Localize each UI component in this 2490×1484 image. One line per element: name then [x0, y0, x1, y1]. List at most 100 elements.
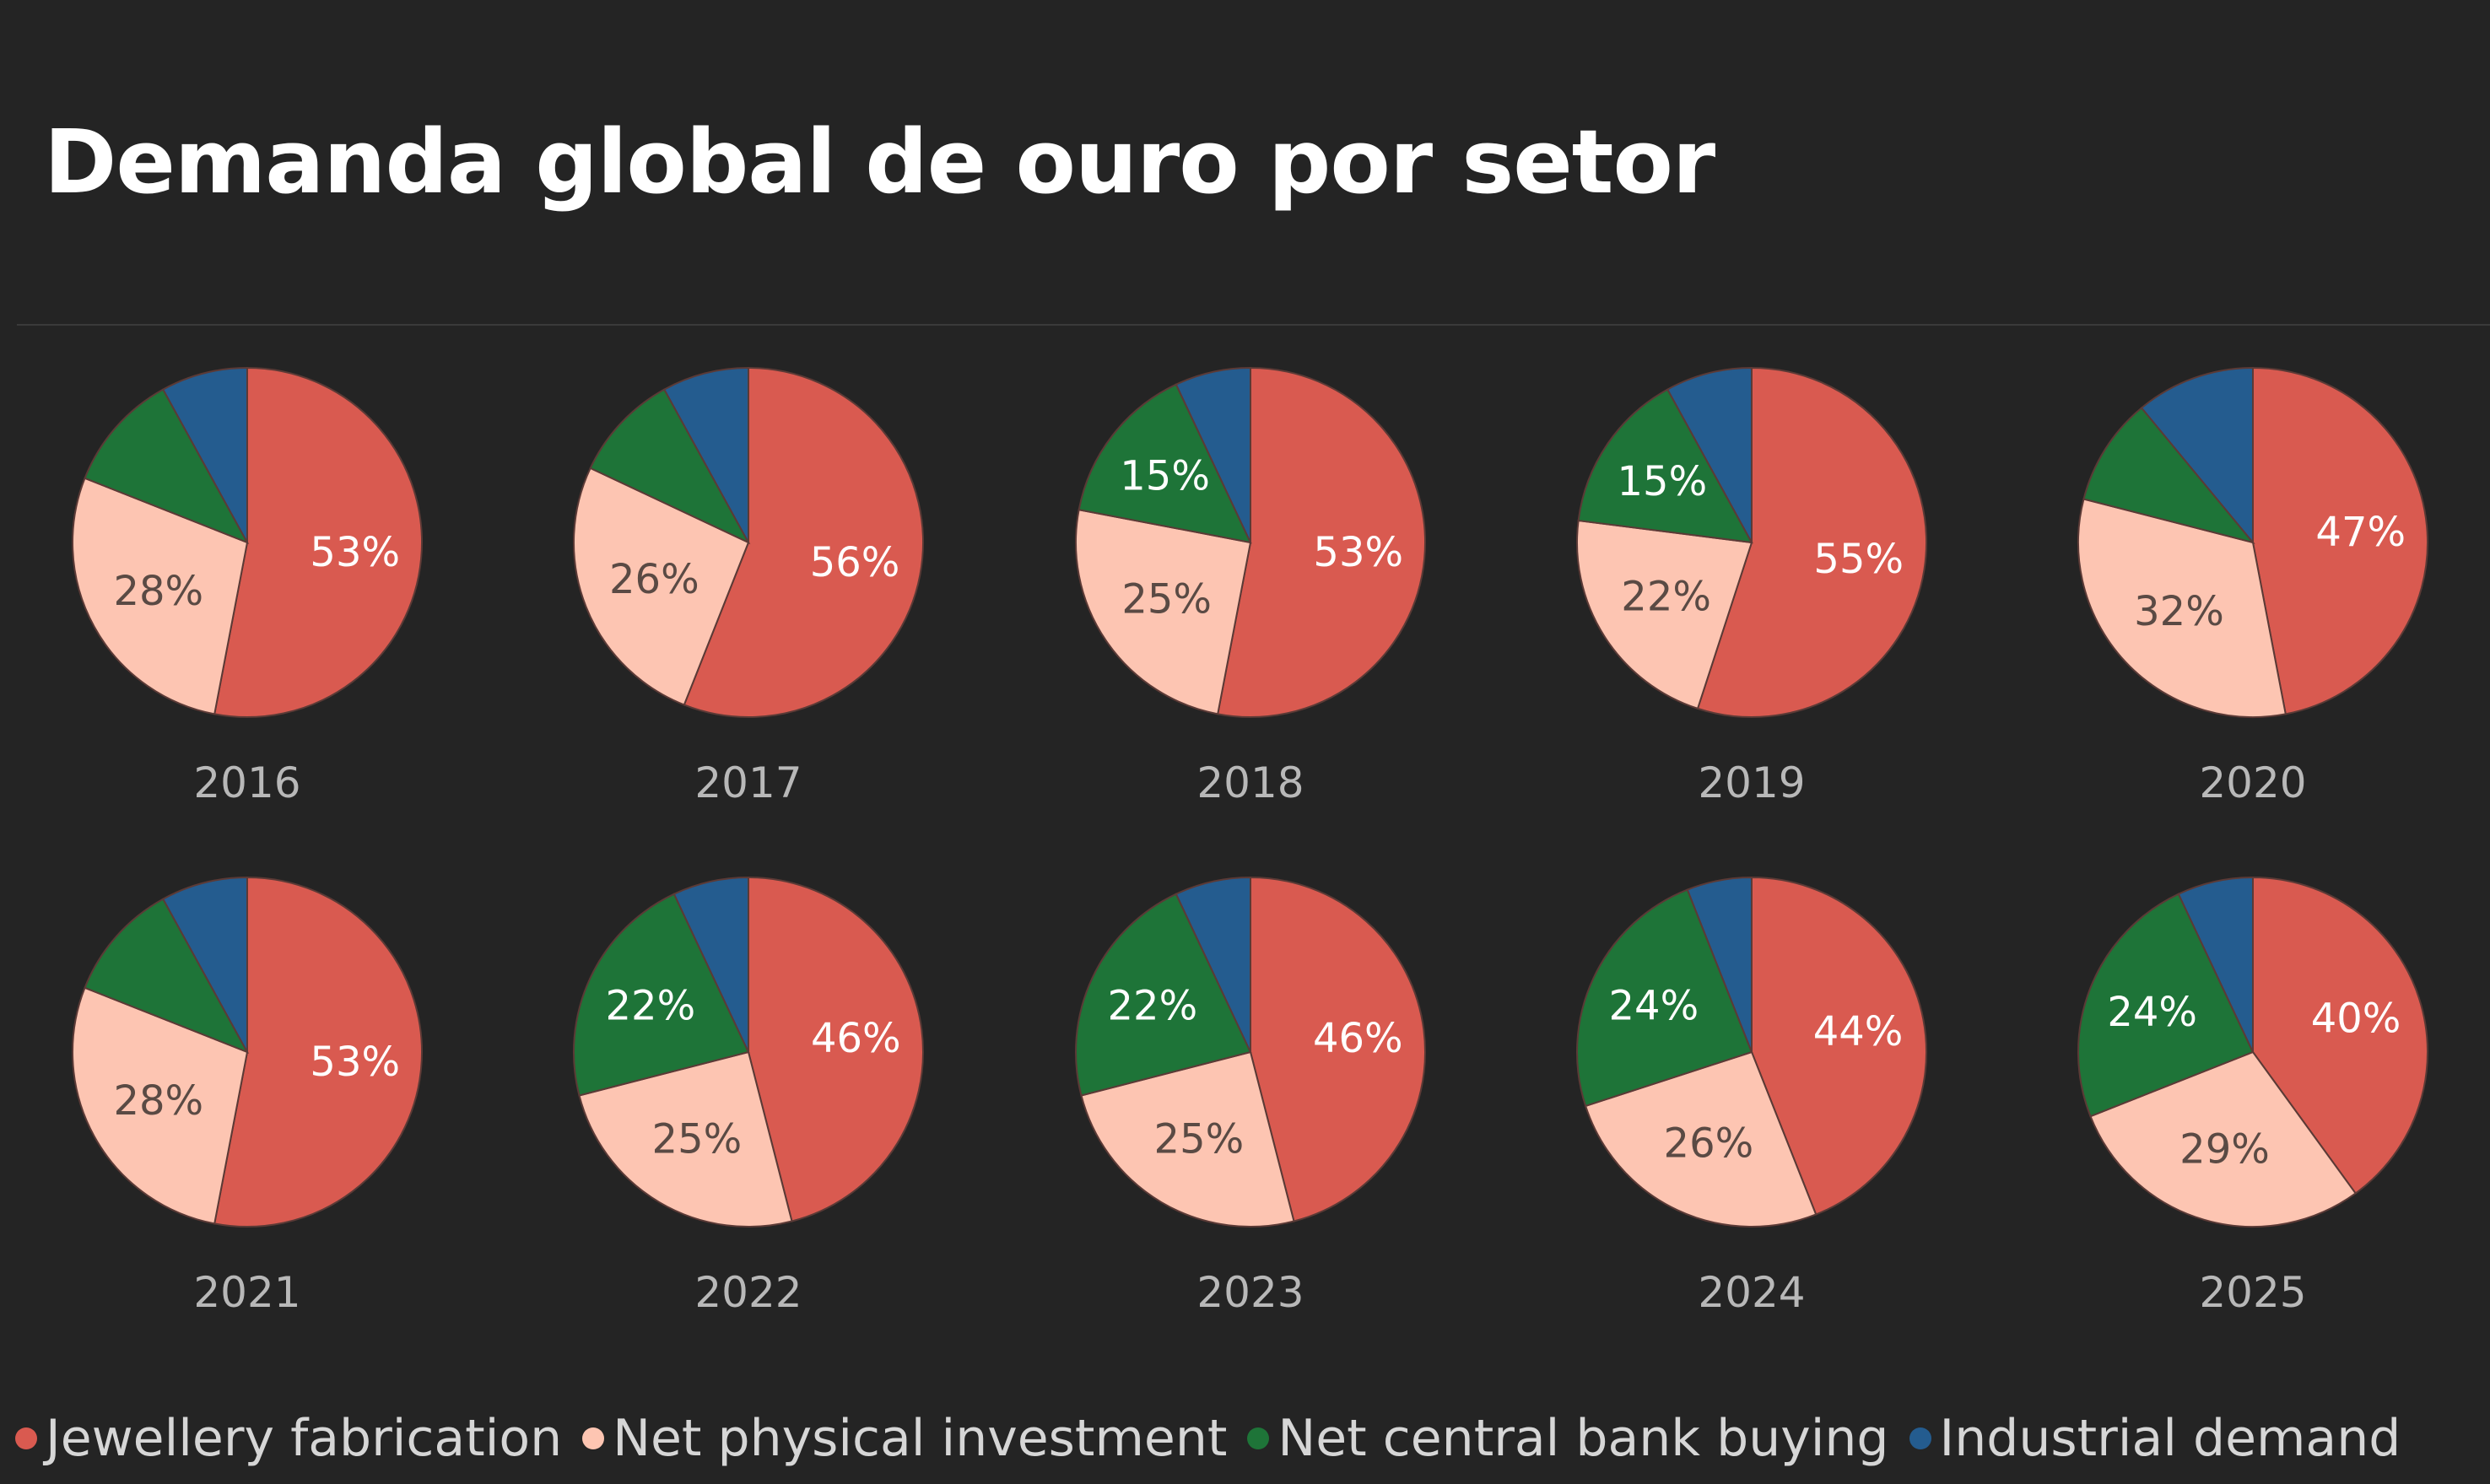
slice-central-bank-2019	[1577, 388, 1753, 544]
year-label-2016: 2016	[193, 758, 300, 807]
year-label-2017: 2017	[694, 758, 802, 807]
pie-2025: 40% 29% 24% 2025	[2077, 876, 2428, 1317]
slice-investment-2017	[573, 467, 750, 706]
data-label-jewellery-2020: 47%	[2315, 509, 2406, 556]
data-label-jewellery-2017: 56%	[810, 539, 900, 586]
slice-jewellery-2024	[1751, 876, 1927, 1216]
data-label-jewellery-2018: 53%	[1313, 529, 1403, 576]
slice-industrial-2021	[161, 876, 248, 1053]
slice-industrial-2017	[662, 366, 749, 543]
pie-2020: 47% 32% 2020	[2077, 366, 2428, 807]
data-label-jewellery-2024: 44%	[1813, 1008, 1904, 1055]
legend-item-central-bank: Net central bank buying	[1247, 1409, 1889, 1468]
data-label-jewellery-2021: 53%	[310, 1039, 400, 1086]
slice-investment-2020	[2077, 498, 2287, 718]
data-label-central-bank-2018: 15%	[1120, 452, 1210, 499]
pie-2023: 46% 25% 22% 2023	[1075, 876, 1427, 1317]
data-label-investment-2016: 28%	[113, 568, 203, 615]
data-label-investment-2020: 32%	[2134, 588, 2224, 635]
slice-industrial-2016	[161, 366, 248, 543]
chart-title: Demanda global de ouro por setor	[44, 111, 1715, 213]
data-label-investment-2018: 25%	[1121, 575, 1212, 623]
legend-swatch-central-bank	[1247, 1427, 1270, 1449]
data-label-investment-2017: 26%	[609, 556, 699, 603]
slice-jewellery-2019	[1696, 366, 1927, 718]
data-label-jewellery-2019: 55%	[1813, 536, 1904, 583]
slice-jewellery-2017	[683, 366, 924, 718]
slice-investment-2025	[2089, 1050, 2358, 1228]
legend-label-investment: Net physical investment	[613, 1409, 1228, 1468]
slice-industrial-2020	[2140, 366, 2254, 545]
data-label-central-bank-2025: 24%	[2107, 989, 2197, 1036]
year-label-2018: 2018	[1196, 758, 1304, 807]
year-label-2022: 2022	[694, 1268, 802, 1317]
slice-jewellery-2022	[748, 876, 925, 1222]
data-label-central-bank-2023: 22%	[1108, 982, 1198, 1029]
pie-2022: 46% 25% 22% 2022	[573, 876, 925, 1317]
slice-jewellery-2016	[213, 366, 423, 718]
data-label-investment-2019: 22%	[1621, 573, 1711, 620]
pie-2021: 53% 28% 2021	[72, 876, 423, 1317]
legend-item-industrial: Industrial demand	[1909, 1409, 2401, 1468]
legend-item-investment: Net physical investment	[582, 1409, 1227, 1468]
slice-central-bank-2021	[84, 898, 250, 1054]
year-label-2024: 2024	[1698, 1268, 1805, 1317]
slice-investment-2023	[1080, 1050, 1295, 1228]
slice-jewellery-2018	[1217, 366, 1426, 718]
data-label-jewellery-2023: 46%	[1313, 1015, 1403, 1062]
slice-central-bank-2020	[2082, 407, 2255, 544]
slice-investment-2024	[1584, 1050, 1818, 1228]
slice-central-bank-2022	[573, 893, 750, 1097]
slice-investment-2022	[578, 1050, 793, 1228]
slice-investment-2019	[1576, 519, 1753, 710]
pie-2018: 53% 25% 15% 2018	[1075, 366, 1426, 807]
legend-label-industrial: Industrial demand	[1939, 1409, 2401, 1468]
data-label-central-bank-2019: 15%	[1618, 458, 1708, 505]
slice-industrial-2023	[1175, 876, 1251, 1053]
pie-2024: 44% 26% 24% 2024	[1576, 876, 1927, 1317]
slice-industrial-2025	[2177, 876, 2254, 1053]
data-label-jewellery-2022: 46%	[811, 1015, 901, 1062]
slice-jewellery-2023	[1250, 876, 1427, 1222]
year-label-2023: 2023	[1196, 1268, 1304, 1317]
slice-industrial-2024	[1686, 876, 1753, 1053]
slice-investment-2016	[72, 477, 249, 715]
pie-2017: 56% 26% 2017	[573, 366, 924, 807]
pie-2016: 53% 28% 2016	[72, 366, 423, 807]
legend-swatch-investment	[582, 1427, 605, 1449]
slice-central-bank-2017	[589, 388, 751, 545]
slice-industrial-2022	[672, 876, 749, 1053]
slice-central-bank-2018	[1078, 383, 1252, 544]
slice-central-bank-2025	[2077, 893, 2255, 1118]
legend-swatch-industrial	[1909, 1427, 1931, 1449]
data-label-investment-2025: 29%	[2179, 1125, 2270, 1173]
slice-investment-2021	[72, 986, 249, 1225]
slice-central-bank-2023	[1075, 893, 1252, 1097]
data-label-central-bank-2024: 24%	[1609, 982, 1699, 1029]
title-divider	[17, 324, 2490, 326]
slice-jewellery-2025	[2252, 876, 2428, 1195]
data-label-investment-2024: 26%	[1664, 1120, 1754, 1168]
legend-item-jewellery: Jewellery fabrication	[15, 1409, 562, 1468]
legend-label-jewellery: Jewellery fabrication	[46, 1409, 563, 1468]
slice-jewellery-2021	[213, 876, 423, 1228]
legend-swatch-jewellery	[15, 1427, 37, 1449]
slice-central-bank-2016	[84, 388, 250, 544]
slice-industrial-2018	[1175, 366, 1251, 543]
slice-jewellery-2020	[2252, 366, 2428, 715]
data-label-jewellery-2016: 53%	[310, 529, 400, 576]
legend-label-central-bank: Net central bank buying	[1277, 1409, 1889, 1468]
slice-investment-2018	[1075, 509, 1252, 715]
year-label-2021: 2021	[193, 1268, 300, 1317]
year-label-2025: 2025	[2199, 1268, 2306, 1317]
pie-2019: 55% 22% 15% 2019	[1576, 366, 1927, 807]
year-label-2019: 2019	[1698, 758, 1805, 807]
year-label-2020: 2020	[2199, 758, 2306, 807]
data-label-jewellery-2025: 40%	[2311, 995, 2401, 1042]
legend: Jewellery fabrication Net physical inves…	[15, 1409, 2421, 1468]
data-label-central-bank-2022: 22%	[606, 982, 696, 1029]
data-label-investment-2021: 28%	[113, 1077, 203, 1125]
slice-industrial-2019	[1666, 366, 1753, 543]
data-label-investment-2022: 25%	[652, 1115, 743, 1163]
